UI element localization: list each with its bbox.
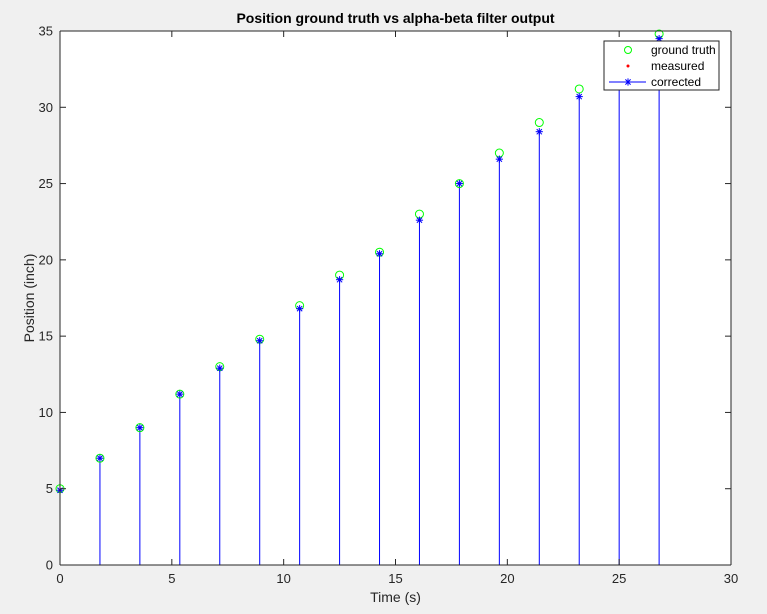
ground-truth-point <box>95 453 105 463</box>
corrected-point <box>415 216 424 224</box>
corrected-point <box>495 155 503 163</box>
y-tick-label: 30 <box>39 100 53 115</box>
y-axis-label: Position (inch) <box>21 254 37 343</box>
x-tick-label: 0 <box>56 571 63 586</box>
y-tick-label: 25 <box>39 176 53 191</box>
ground-truth-point <box>574 84 584 94</box>
x-tick-label: 20 <box>500 571 514 586</box>
y-tick-label: 35 <box>39 24 53 39</box>
corrected-point <box>296 305 304 313</box>
y-tick-label: 10 <box>39 405 53 420</box>
y-tick-label: 0 <box>46 558 53 573</box>
x-tick-label: 5 <box>168 571 175 586</box>
legend-corrected-label: corrected <box>651 75 701 89</box>
x-tick-label: 10 <box>276 571 290 586</box>
ground-truth-point <box>534 118 544 128</box>
ground-truth-point <box>135 423 145 433</box>
legend-ground-truth-marker <box>624 46 632 54</box>
y-tick-label: 5 <box>46 481 53 496</box>
ground-truth-point <box>454 179 464 189</box>
legend-ground-truth-label: ground truth <box>651 43 716 57</box>
corrected-point <box>335 276 344 284</box>
corrected-point <box>136 424 144 432</box>
corrected-point <box>176 390 184 398</box>
legend: ground truth measured corrected <box>603 40 720 91</box>
chart-title: Position ground truth vs alpha-beta filt… <box>236 10 554 26</box>
corrected-point <box>535 128 543 136</box>
corrected-point <box>375 250 384 258</box>
x-tick-label: 30 <box>724 571 738 586</box>
corrected-point <box>256 337 264 345</box>
x-tick-label: 15 <box>388 571 402 586</box>
corrected-point <box>575 93 583 101</box>
legend-corrected-marker <box>624 78 632 86</box>
plot-area <box>60 31 731 565</box>
legend-measured-marker <box>626 64 630 68</box>
y-tick-label: 20 <box>39 252 53 267</box>
corrected-point <box>96 454 104 462</box>
y-tick-label: 15 <box>39 329 53 344</box>
x-axis-label: Time (s) <box>370 589 421 605</box>
x-tick-label: 25 <box>612 571 626 586</box>
corrected-point <box>455 179 464 188</box>
corrected-point <box>216 364 224 372</box>
ground-truth-point <box>175 389 185 399</box>
legend-measured-label: measured <box>651 59 704 73</box>
